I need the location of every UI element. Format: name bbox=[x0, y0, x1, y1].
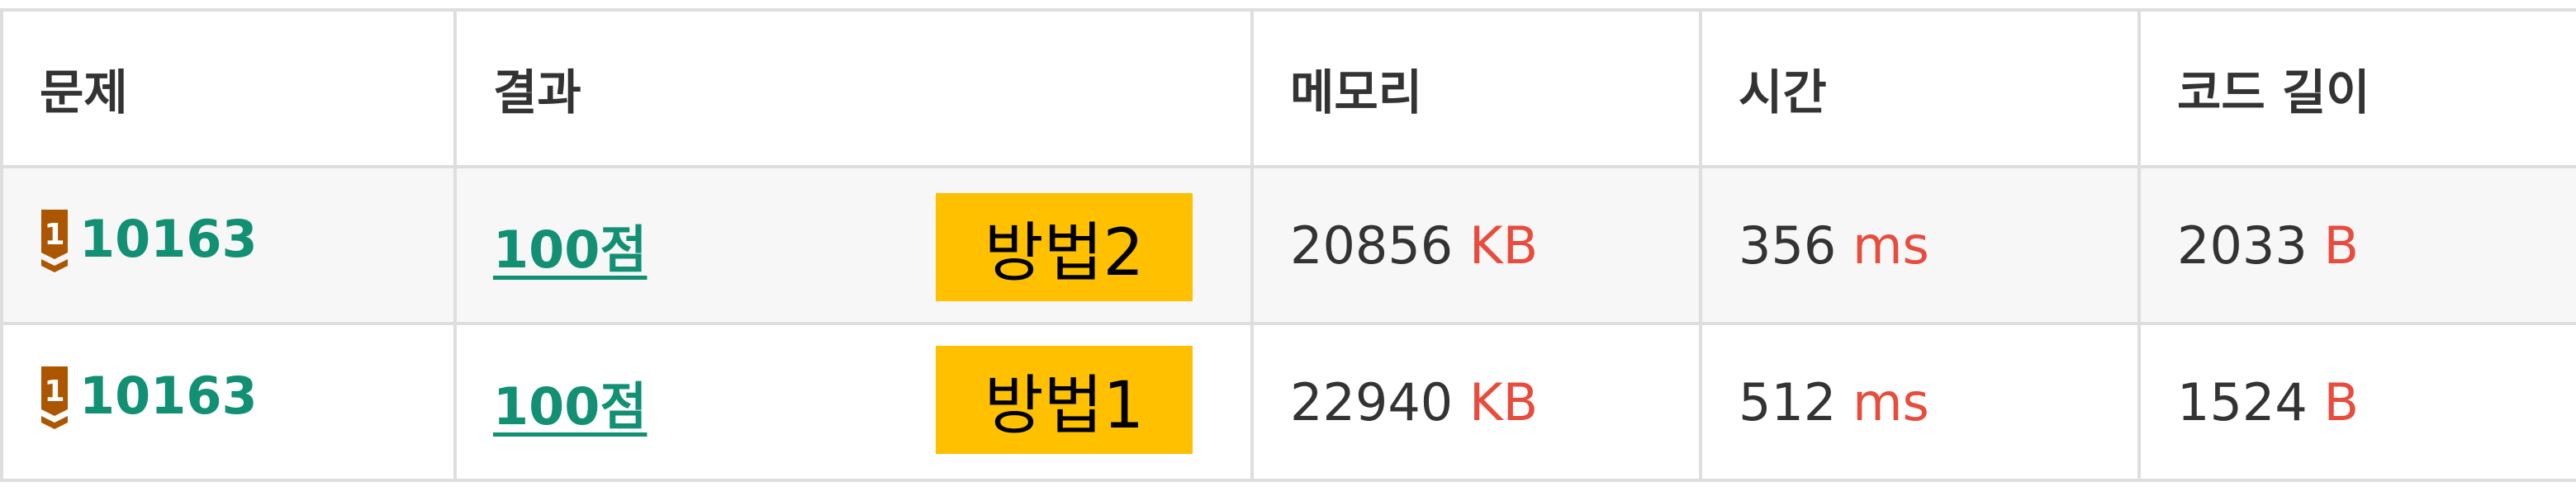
memory-cell: 20856 KB bbox=[1250, 165, 1702, 325]
table-row: 1 10163 100점 22940 KB 512 ms 1524 B bbox=[0, 322, 2576, 482]
header-time: 시간 bbox=[1699, 8, 2141, 168]
memory-unit: KB bbox=[1468, 215, 1539, 276]
time-cell: 512 ms bbox=[1699, 322, 2141, 482]
code-length-value: 2033 bbox=[2177, 215, 2308, 276]
table-row: 1 10163 100점 20856 KB 356 ms 2033 B bbox=[0, 165, 2576, 325]
memory-value: 20856 bbox=[1290, 215, 1454, 276]
time-unit: ms bbox=[1853, 371, 1929, 432]
result-score-link[interactable]: 100점 bbox=[493, 220, 648, 280]
table-header-row: 문제 결과 메모리 시간 코드 길이 bbox=[0, 8, 2576, 168]
header-result: 결과 bbox=[453, 8, 1254, 168]
time-value: 512 bbox=[1739, 371, 1837, 432]
results-table: 문제 결과 메모리 시간 코드 길이 1 10163 100점 bbox=[0, 8, 2576, 482]
method-label-annotation: 방법1 bbox=[936, 346, 1193, 454]
problem-link[interactable]: 1 10163 bbox=[40, 205, 258, 274]
memory-value: 22940 bbox=[1290, 371, 1454, 432]
problem-link[interactable]: 1 10163 bbox=[40, 361, 258, 431]
problem-cell: 1 10163 bbox=[0, 165, 457, 325]
header-memory: 메모리 bbox=[1250, 8, 1702, 168]
tier-badge-number: 1 bbox=[44, 218, 64, 252]
problem-cell: 1 10163 bbox=[0, 322, 457, 482]
time-value: 356 bbox=[1739, 215, 1837, 276]
header-problem: 문제 bbox=[0, 8, 457, 168]
method-label-annotation: 방법2 bbox=[936, 193, 1193, 301]
code-length-cell: 2033 B bbox=[2137, 165, 2576, 325]
code-length-value: 1524 bbox=[2177, 371, 2308, 432]
memory-unit: KB bbox=[1468, 371, 1539, 432]
problem-id: 10163 bbox=[79, 209, 258, 269]
tier-badge-number: 1 bbox=[44, 375, 64, 409]
result-score-link[interactable]: 100점 bbox=[493, 376, 648, 437]
time-cell: 356 ms bbox=[1699, 165, 2141, 325]
code-length-cell: 1524 B bbox=[2137, 322, 2576, 482]
bronze-tier-1-icon: 1 bbox=[41, 209, 68, 272]
memory-cell: 22940 KB bbox=[1250, 322, 1702, 482]
bronze-tier-1-icon: 1 bbox=[41, 366, 68, 429]
time-unit: ms bbox=[1853, 215, 1929, 276]
code-length-unit: B bbox=[2323, 215, 2360, 276]
code-length-unit: B bbox=[2323, 371, 2360, 432]
header-code-length: 코드 길이 bbox=[2137, 8, 2576, 168]
problem-id: 10163 bbox=[79, 366, 258, 426]
